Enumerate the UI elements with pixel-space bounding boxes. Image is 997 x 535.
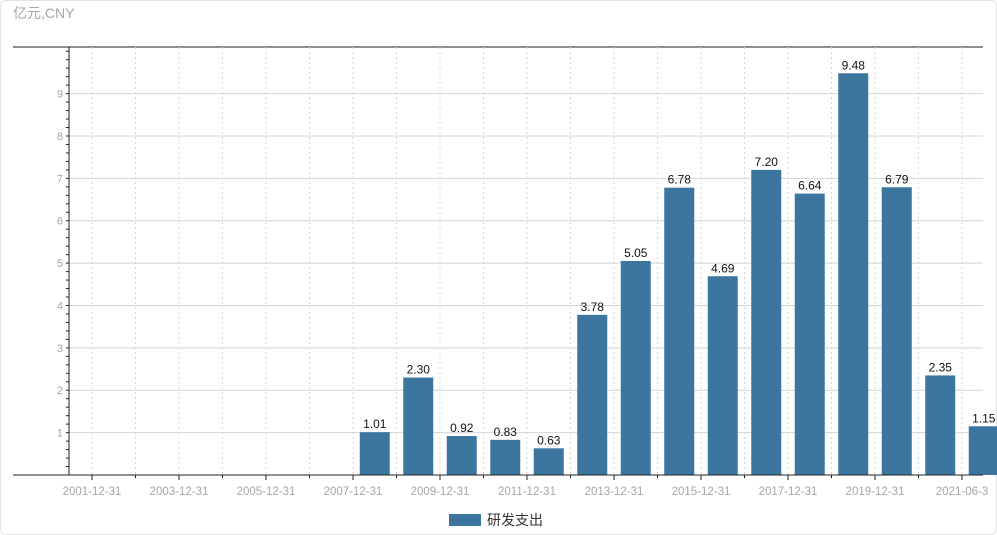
y-tick-label: 8 (57, 131, 63, 143)
bar (664, 187, 695, 476)
bar-data-label: 0.92 (450, 421, 474, 435)
y-tick-label: 3 (57, 343, 63, 355)
bar-data-label: 2.35 (929, 360, 953, 374)
y-tick-label: 4 (57, 300, 63, 312)
bar (403, 377, 434, 475)
bar-data-label: 6.64 (798, 179, 822, 193)
bar (620, 261, 651, 475)
bar-data-label: 3.78 (581, 300, 605, 314)
bar (359, 432, 390, 475)
y-tick-label: 7 (57, 173, 63, 185)
x-tick-label: 2009-12-31 (411, 486, 470, 498)
y-tick-label: 5 (57, 258, 63, 270)
y-tick-label: 9 (57, 89, 63, 101)
x-tick-label: 2013-12-31 (585, 486, 644, 498)
y-tick-label: 1 (57, 428, 63, 440)
bar-data-label: 6.79 (885, 172, 909, 186)
bar (794, 193, 825, 476)
bar-data-label: 1.01 (363, 417, 387, 431)
bar (838, 73, 869, 476)
legend-label: 研发支出 (487, 512, 543, 528)
x-tick-label: 2019-12-31 (846, 486, 905, 498)
bar (490, 439, 521, 475)
bar-data-label: 1.15 (972, 411, 996, 425)
x-tick-label: 2007-12-31 (324, 486, 383, 498)
bar (707, 276, 738, 475)
bar-data-label: 6.78 (668, 173, 692, 187)
bar-data-label: 5.05 (624, 246, 648, 260)
bar-data-label: 0.63 (537, 433, 561, 447)
x-tick-label: 2015-12-31 (672, 486, 731, 498)
bar (446, 436, 477, 475)
x-tick-label: 2005-12-31 (237, 486, 296, 498)
x-tick-label: 2021-06-3 (936, 486, 988, 498)
bar-data-label: 4.69 (711, 261, 735, 275)
legend-swatch (449, 514, 481, 526)
bar (533, 448, 564, 475)
x-tick-label: 2001-12-31 (63, 486, 122, 498)
bar-data-label: 0.83 (494, 425, 518, 439)
bar (751, 169, 782, 475)
x-tick-label: 2003-12-31 (150, 486, 209, 498)
x-tick-label: 2011-12-31 (498, 486, 556, 498)
bar-data-label: 7.20 (755, 155, 779, 169)
bar (881, 187, 912, 475)
bar-data-label: 9.48 (842, 58, 866, 72)
unit-label: 亿元,CNY (13, 5, 75, 21)
bar-data-label: 2.30 (407, 363, 431, 377)
legend[interactable]: 研发支出 (449, 511, 543, 529)
y-tick-label: 2 (57, 385, 63, 397)
bar (925, 375, 956, 475)
x-tick-label: 2017-12-31 (759, 486, 818, 498)
bar (577, 314, 608, 475)
bar (968, 426, 997, 475)
y-tick-label: 6 (57, 216, 63, 228)
